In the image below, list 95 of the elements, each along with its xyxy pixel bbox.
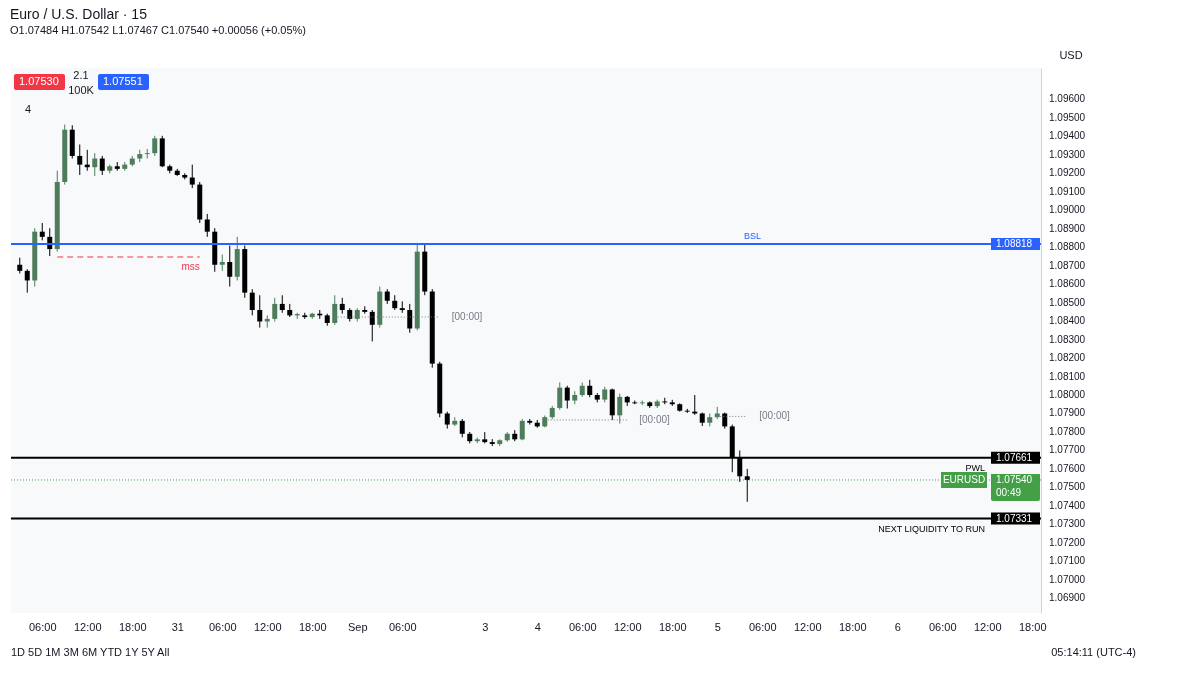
x-tick-label: Sep [347, 620, 368, 633]
x-tick-label: 31 [171, 620, 184, 633]
y-tick-label: 1.08300 [1049, 333, 1086, 345]
x-tick-label: 12:00 [613, 620, 642, 633]
candlestick [459, 418, 465, 438]
ref-line-label: EURUSD [942, 473, 986, 485]
y-tick-label: 1.09100 [1049, 185, 1086, 197]
series-label: mss [181, 260, 200, 272]
text: USD [1059, 49, 1083, 61]
y-tick-label: 1.08700 [1049, 259, 1086, 271]
x-tick-label: 06:00 [28, 620, 57, 633]
x-tick-label: 18:00 [118, 620, 147, 633]
series-label: [00:00] [639, 413, 671, 425]
y-tick-label: 1.08500 [1049, 296, 1086, 308]
x-tick-label: 06:00 [928, 620, 957, 633]
y-tick-label: 1.09200 [1049, 167, 1086, 179]
y-tick-label: 1.07300 [1049, 518, 1086, 530]
y-tick-label: 1.07000 [1049, 573, 1086, 585]
y-tick-label: 1.08900 [1049, 222, 1086, 234]
y-tick-label: 1.08100 [1049, 370, 1086, 382]
x-tick-label: 18:00 [1018, 620, 1047, 633]
series-label: [00:00] [451, 311, 483, 323]
ref-line-label: BSL [744, 230, 762, 241]
candlestick [24, 268, 30, 294]
candlestick [249, 288, 255, 316]
annotation: 1.07530 [19, 75, 59, 87]
candlestick [399, 300, 405, 314]
y-tick-label: 1.09600 [1049, 93, 1086, 105]
candlestick [152, 135, 158, 157]
annotation: 100K [68, 84, 95, 96]
y-tick-label: 1.07800 [1049, 425, 1086, 437]
y-tick-label: 1.08200 [1049, 352, 1086, 364]
candlestick [332, 294, 338, 326]
annotation: 4 [25, 103, 32, 115]
ref-line-label: PWL [965, 462, 985, 473]
candlestick [272, 297, 278, 322]
y-tick-label: 1.08000 [1049, 389, 1086, 400]
ref-line-label: NEXT LIQUIDITY TO RUN [878, 523, 985, 534]
x-tick-label: 06:00 [568, 620, 597, 633]
x-tick-label: 18:00 [658, 620, 687, 633]
x-tick-label: 6 [894, 620, 901, 633]
y-tick-label: 1.08800 [1049, 241, 1086, 253]
text: 05:14:11 (UTC-4) [1051, 646, 1136, 658]
candlestick [99, 155, 105, 176]
x-tick-label: 18:00 [838, 620, 867, 633]
candlestick [92, 152, 98, 177]
y-tick-label: 1.07100 [1049, 555, 1086, 567]
x-tick-label: 12:00 [73, 620, 102, 633]
x-tick-label: 3 [482, 620, 489, 633]
candlestick [227, 245, 233, 288]
x-tick-label: 06:00 [748, 620, 777, 633]
annotation: 1.07331 [996, 512, 1033, 524]
annotation: 1.08818 [996, 237, 1033, 249]
annotation: 1.07661 [996, 451, 1033, 463]
y-tick-label: 1.09300 [1049, 148, 1086, 160]
series-label: [00:00] [759, 410, 791, 422]
x-tick-label: 4 [534, 620, 541, 633]
y-tick-label: 1.08600 [1049, 278, 1086, 290]
candlestick [189, 164, 195, 189]
x-tick-label: 18:00 [298, 620, 327, 633]
candlestick [77, 143, 83, 176]
y-tick-label: 1.07200 [1049, 536, 1086, 548]
annotation: 00:49 [996, 486, 1022, 498]
y-tick-label: 1.09000 [1049, 204, 1086, 216]
candlestick [144, 148, 150, 160]
y-tick-label: 1.08400 [1049, 315, 1086, 327]
candlestick [617, 393, 623, 424]
y-tick-label: 1.09500 [1049, 111, 1086, 123]
y-tick-label: 1.09400 [1049, 130, 1086, 142]
annotation: 1.07540 [996, 473, 1033, 485]
candlestick [257, 294, 263, 329]
x-tick-label: 5 [714, 620, 721, 633]
candlestick [564, 385, 570, 409]
y-tick-label: 1.06900 [1049, 592, 1086, 604]
candlestick [407, 303, 413, 334]
annotation: 2.1 [73, 69, 89, 81]
candlestick [744, 468, 750, 503]
x-tick-label: 12:00 [253, 620, 282, 633]
y-tick-label: 1.07900 [1049, 407, 1086, 419]
x-tick-label: 12:00 [973, 620, 1002, 633]
candlestick [204, 213, 210, 238]
candlestick [519, 418, 525, 441]
x-tick-label: 06:00 [208, 620, 237, 633]
annotation: 1.07551 [103, 75, 143, 87]
y-tick-label: 1.07400 [1049, 499, 1086, 511]
candlestick [557, 381, 563, 411]
y-tick-label: 1.07500 [1049, 481, 1086, 493]
x-tick-label: 06:00 [388, 620, 417, 633]
x-tick-label: 12:00 [793, 620, 822, 633]
chart-title: Euro / U.S. Dollar · 15 [10, 6, 148, 22]
text: 1D 5D 1M 3M 6M YTD 1Y 5Y All [11, 646, 170, 658]
y-tick-label: 1.07600 [1049, 462, 1086, 474]
y-tick-label: 1.07700 [1049, 444, 1086, 456]
chart-subtitle: O1.07484 H1.07542 L1.07467 C1.07540 +0.00056 (+0.05%) [10, 24, 307, 36]
candlestick [369, 309, 375, 342]
